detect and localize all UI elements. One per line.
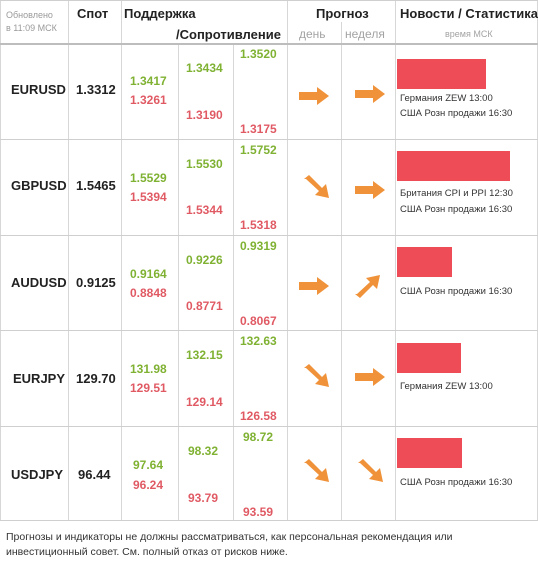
resistance-3: 1.5318 [240, 218, 277, 232]
arrow-right-icon [355, 368, 385, 386]
support-3: 132.63 [240, 334, 277, 348]
support-1: 0.9164 [130, 267, 167, 281]
support-2: 132.15 [186, 348, 223, 362]
grid-line [0, 235, 538, 236]
spot-value: 96.44 [78, 467, 111, 482]
arrow-down-right-icon [304, 364, 329, 387]
grid-line [0, 139, 538, 140]
resistance-2: 0.8771 [186, 299, 223, 313]
symbol-eurusd: EURUSD [11, 82, 66, 97]
resistance-2: 93.79 [188, 491, 219, 505]
updated-label: Обновлено [6, 10, 53, 20]
news-item: США Розн продажи 16:30 [400, 204, 513, 215]
resistance-3: 0.8067 [240, 314, 277, 328]
resistance-1: 1.3261 [130, 93, 167, 107]
grid-line [395, 0, 396, 521]
support-header: Поддержка [124, 6, 196, 21]
support-3: 1.5752 [240, 143, 277, 157]
resistance-3: 93.59 [243, 505, 274, 519]
news-item: США Розн продажи 16:30 [400, 286, 513, 297]
arrow-right-icon [355, 181, 385, 199]
symbol-gbpusd: GBPUSD [11, 178, 67, 193]
news-bar [397, 151, 510, 181]
symbol-usdjpy: USDJPY [11, 467, 64, 482]
support-3: 1.3520 [240, 47, 277, 61]
arrow-up-right-icon [355, 275, 380, 298]
news-bar [397, 343, 461, 373]
grid-line [287, 0, 288, 521]
news-item: Германия ZEW 13:00 [400, 93, 493, 104]
resistance-1: 0.8848 [130, 286, 167, 300]
resistance-2: 1.3190 [186, 108, 223, 122]
grid-line [233, 44, 234, 521]
support-2: 0.9226 [186, 253, 223, 267]
arrow-down-right-icon [358, 459, 383, 482]
grid-line [0, 330, 538, 331]
week-header: неделя [345, 27, 385, 41]
symbol-audusd: AUDUSD [11, 275, 67, 290]
grid-line [0, 520, 538, 521]
arrow-down-right-icon [304, 175, 329, 198]
grid-line [341, 22, 342, 521]
support-2: 1.3434 [186, 61, 223, 75]
grid-line [121, 0, 122, 521]
support-1: 1.3417 [130, 74, 167, 88]
time-zone-label: время МСК [445, 29, 493, 39]
spot-value: 129.70 [76, 371, 116, 386]
support-1: 131.98 [130, 362, 167, 376]
header-divider [0, 43, 538, 45]
resistance-2: 1.5344 [186, 203, 223, 217]
disclaimer-text: Прогнозы и индикаторы не должны рассматр… [6, 531, 453, 558]
resistance-1: 96.24 [133, 478, 164, 492]
resistance-1: 1.5394 [130, 190, 167, 204]
grid-line [0, 0, 538, 1]
news-item: Бритaния CPI и PPI 12:30 [400, 188, 513, 199]
arrow-right-icon [299, 277, 329, 295]
spot-value: 1.5465 [76, 178, 116, 193]
news-item: Германия ZEW 13:00 [400, 381, 493, 392]
forecast-header: Прогноз [316, 6, 369, 21]
news-bar [397, 247, 452, 277]
news-bar [397, 438, 462, 468]
resistance-3: 1.3175 [240, 122, 277, 136]
support-2: 98.32 [188, 444, 219, 458]
support-1: 1.5529 [130, 171, 167, 185]
grid-line [0, 0, 1, 521]
news-bar [397, 59, 486, 89]
spot-value: 0.9125 [76, 275, 116, 290]
resistance-1: 129.51 [130, 381, 167, 395]
grid-line [0, 426, 538, 427]
support-1: 97.64 [133, 458, 164, 472]
arrow-right-icon [299, 87, 329, 105]
resistance-3: 126.58 [240, 409, 277, 423]
spot-header: Спот [77, 6, 109, 21]
forecast-table [0, 0, 538, 521]
resistance-2: 129.14 [186, 395, 223, 409]
day-header: день [299, 27, 326, 41]
arrow-down-right-icon [304, 459, 329, 482]
support-3: 98.72 [243, 430, 274, 444]
support-3: 0.9319 [240, 239, 277, 253]
arrow-right-icon [355, 85, 385, 103]
resistance-header: /Сопротивление [176, 27, 281, 42]
updated-time: в 11:09 МСК [6, 23, 57, 33]
news-item: США Розн продажи 16:30 [400, 477, 513, 488]
grid-line [178, 44, 179, 521]
symbol-eurjpy: EURJPY [13, 371, 66, 386]
news-item: США Розн продажи 16:30 [400, 108, 513, 119]
news-header: Новости / Статистика [400, 6, 538, 21]
support-2: 1.5530 [186, 157, 223, 171]
grid-line [68, 0, 69, 521]
spot-value: 1.3312 [76, 82, 116, 97]
